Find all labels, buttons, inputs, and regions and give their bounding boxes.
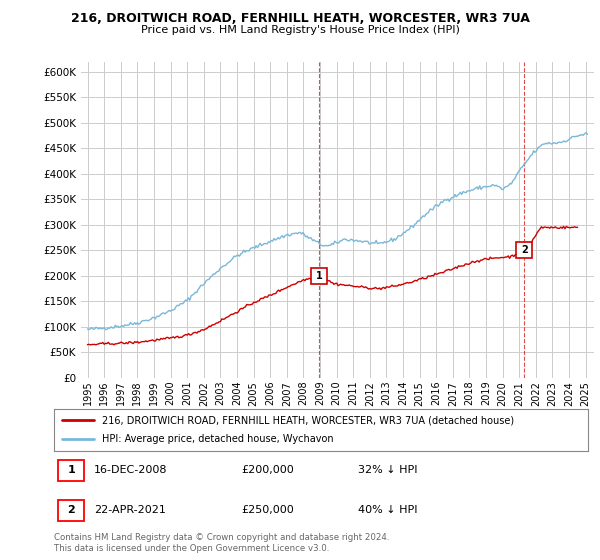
Text: £250,000: £250,000 [241,505,293,515]
Text: Price paid vs. HM Land Registry's House Price Index (HPI): Price paid vs. HM Land Registry's House … [140,25,460,35]
Text: 216, DROITWICH ROAD, FERNHILL HEATH, WORCESTER, WR3 7UA (detached house): 216, DROITWICH ROAD, FERNHILL HEATH, WOR… [102,415,514,425]
Text: 32% ↓ HPI: 32% ↓ HPI [358,465,418,475]
Text: 2: 2 [521,245,527,255]
Text: 40% ↓ HPI: 40% ↓ HPI [358,505,418,515]
Text: 1: 1 [316,271,323,281]
Text: £200,000: £200,000 [241,465,293,475]
Text: 216, DROITWICH ROAD, FERNHILL HEATH, WORCESTER, WR3 7UA: 216, DROITWICH ROAD, FERNHILL HEATH, WOR… [71,12,529,25]
Text: 22-APR-2021: 22-APR-2021 [94,505,166,515]
Text: Contains HM Land Registry data © Crown copyright and database right 2024.
This d: Contains HM Land Registry data © Crown c… [54,533,389,553]
Bar [58,460,84,481]
Bar [58,500,84,521]
Text: HPI: Average price, detached house, Wychavon: HPI: Average price, detached house, Wych… [102,435,334,445]
Text: 1: 1 [67,465,75,475]
Text: 2: 2 [67,505,75,515]
Text: 16-DEC-2008: 16-DEC-2008 [94,465,167,475]
